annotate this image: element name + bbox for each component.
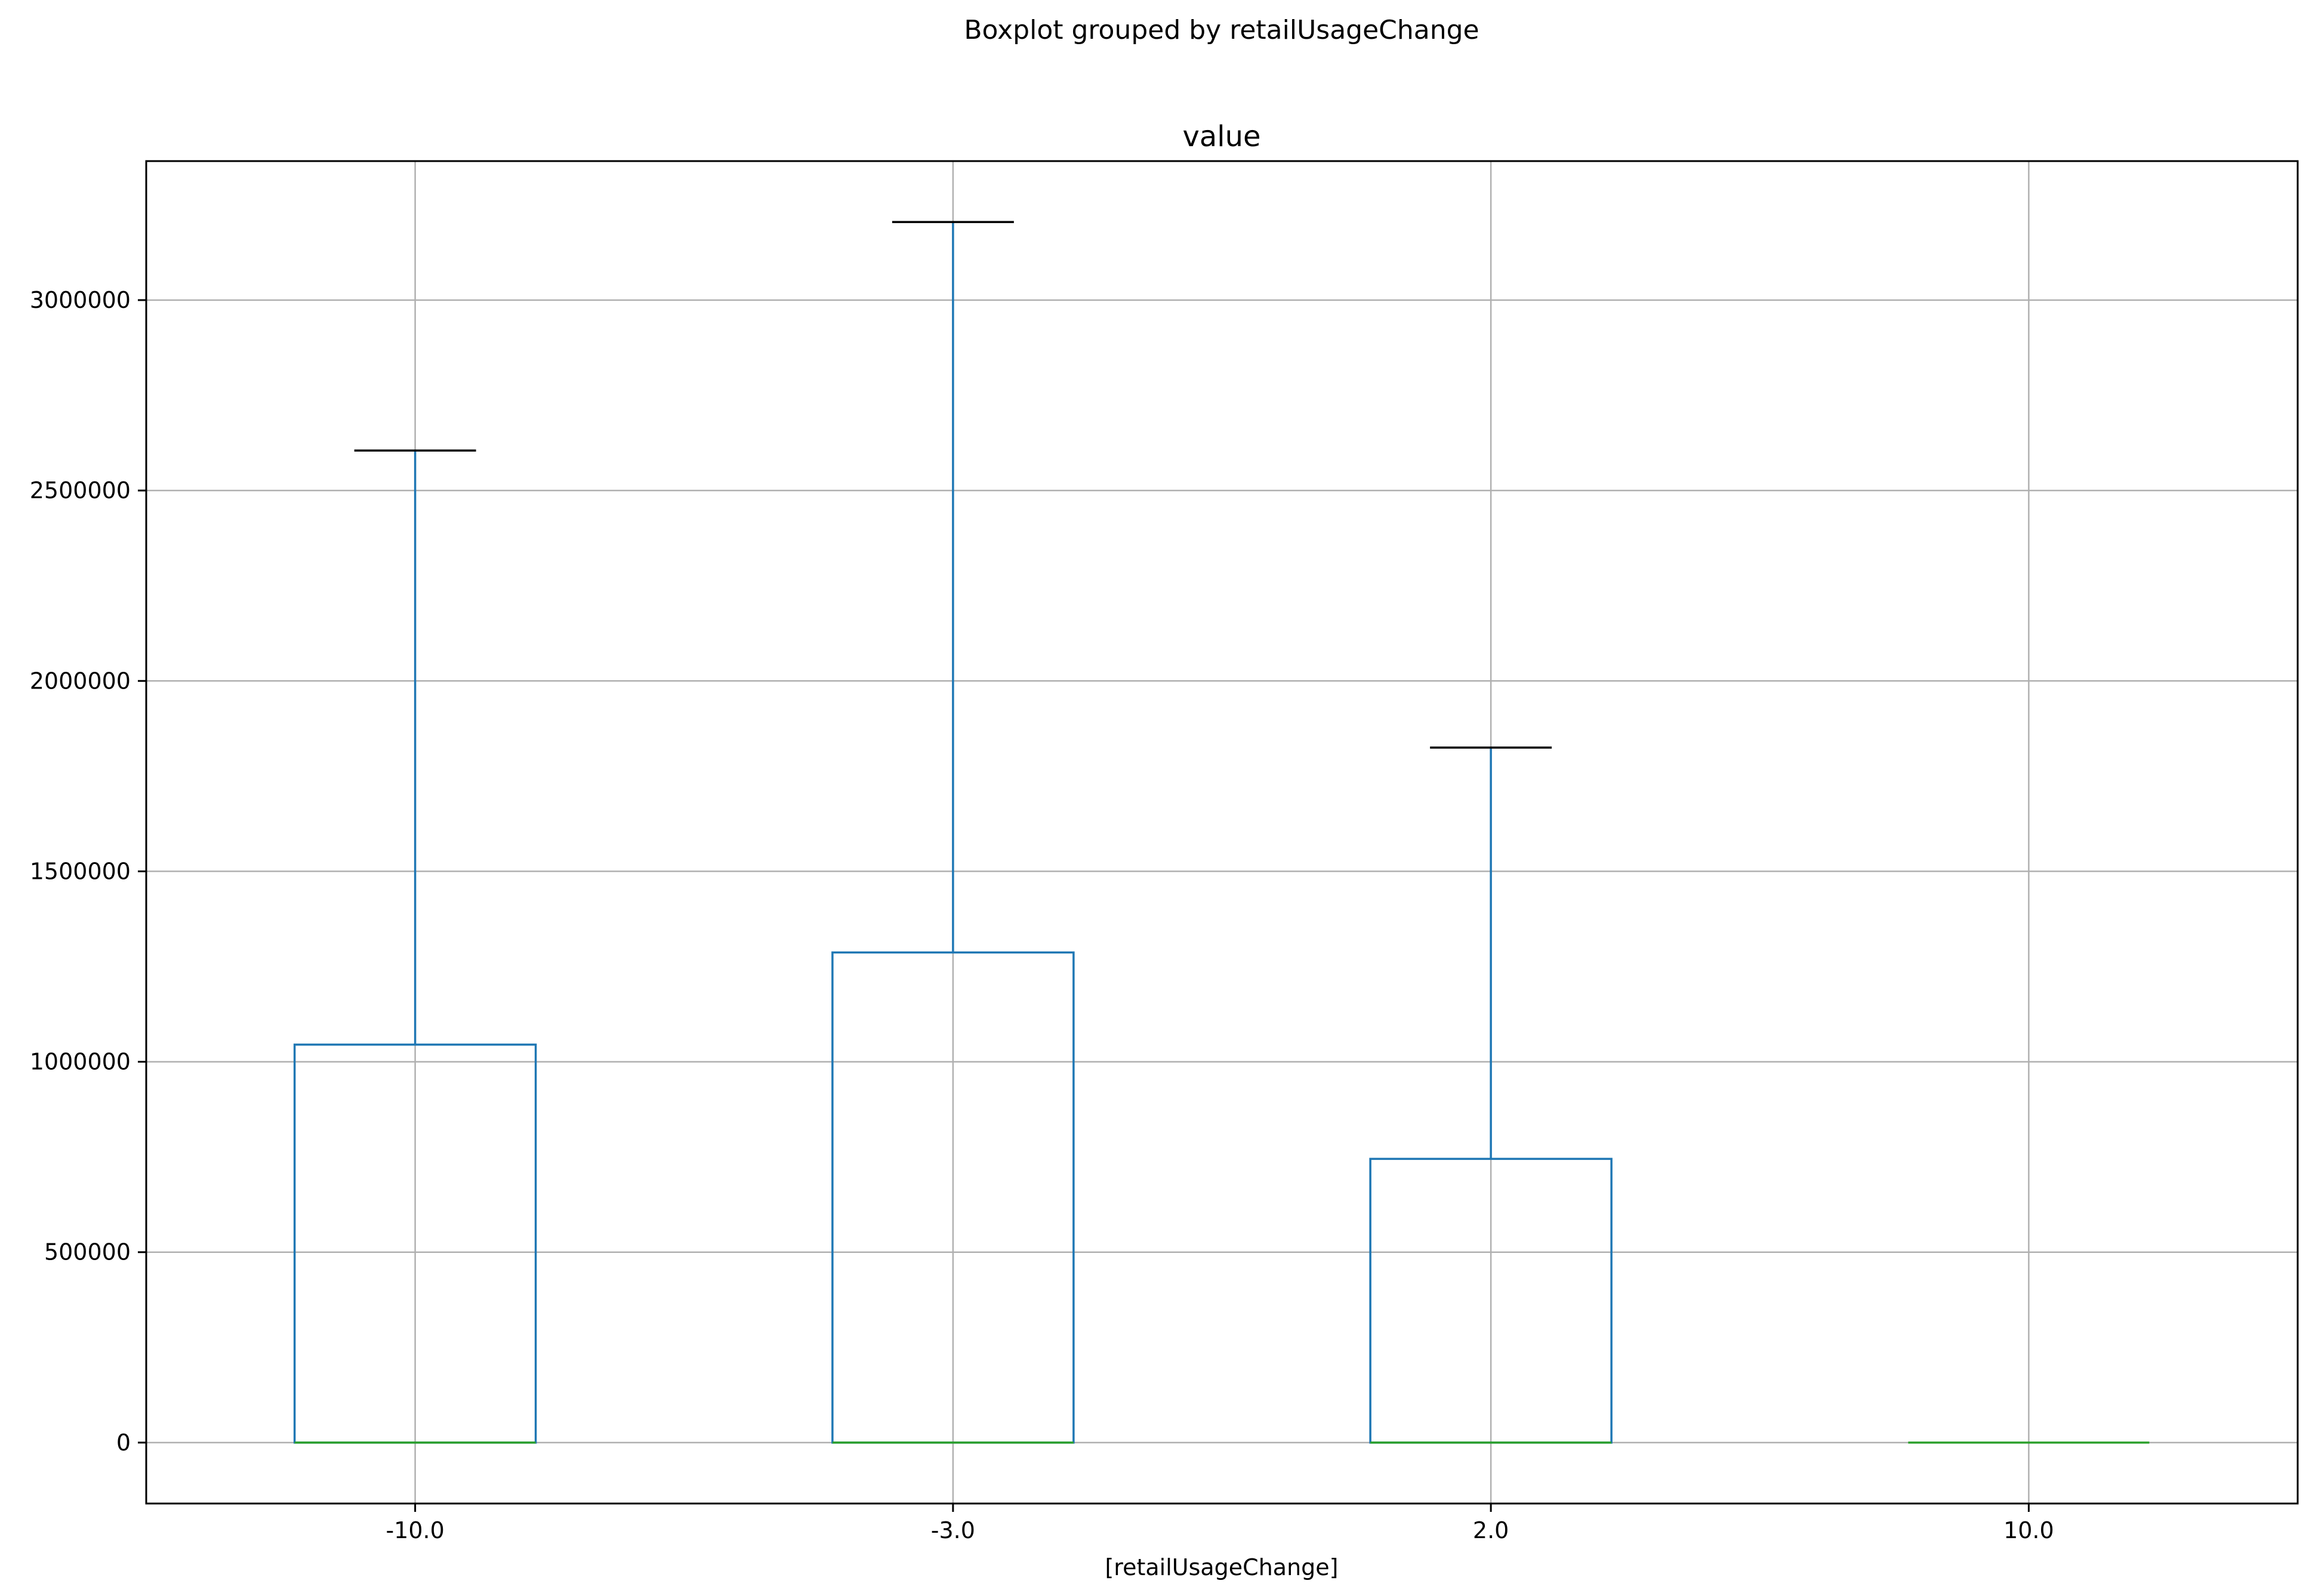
grid-lines [146,161,2298,1504]
box-group [1369,746,1613,1444]
box-group [831,221,1075,1444]
y-tick-label: 3000000 [30,287,131,313]
x-axis-label: [retailUsageChange] [1105,1554,1338,1580]
y-tick-label: 1500000 [30,858,131,884]
y-tick-label: 2000000 [30,668,131,694]
x-tick-label: 10.0 [2003,1517,2054,1543]
chart-suptitle: Boxplot grouped by retailUsageChange [964,15,1479,45]
box-group [293,449,537,1444]
box-series [293,221,2150,1444]
x-axis: -10.0 -3.0 2.0 10.0 [386,1504,2054,1543]
x-tick-label: 2.0 [1473,1517,1509,1543]
y-tick-label: 500000 [44,1239,131,1265]
y-tick-label: 0 [116,1430,131,1456]
axes-title: value [1182,120,1260,153]
x-tick-label: -10.0 [386,1517,444,1543]
x-tick-label: -3.0 [931,1517,975,1543]
plot-area-frame [145,160,2299,1505]
y-tick-label: 1000000 [30,1049,131,1075]
y-axis: 0 500000 1000000 1500000 2000000 2500000 30000… [30,287,146,1456]
y-tick-label: 2500000 [30,477,131,504]
